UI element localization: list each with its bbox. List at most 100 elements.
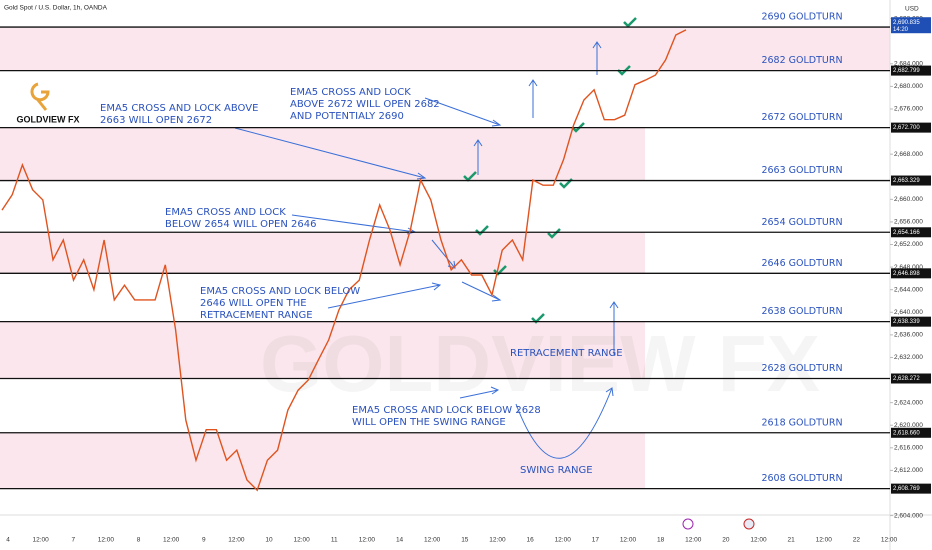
zone	[0, 321, 645, 379]
zone	[0, 232, 645, 274]
level-tag	[891, 122, 931, 133]
zone	[0, 432, 645, 489]
x-tick-label: 12:00	[750, 537, 767, 544]
annotation: RETRACEMENT RANGE	[510, 348, 623, 359]
level-label: 2618 GOLDTURN	[761, 417, 842, 428]
level-tag	[891, 427, 931, 438]
level-label: 2608 GOLDTURN	[761, 473, 842, 484]
annotation: EMA5 CROSS AND LOCK BELOW	[200, 286, 360, 297]
x-tick-label: 8	[137, 537, 141, 544]
y-tick-label: 2,616.000	[894, 445, 923, 452]
x-tick-label: 12:00	[555, 537, 572, 544]
y-tick-label: 2,612.000	[894, 467, 923, 474]
level-label: 2682 GOLDTURN	[761, 55, 842, 66]
y-tick-label: 2,624.000	[894, 399, 923, 406]
x-tick-label: 21	[787, 537, 795, 544]
y-tick-label: 2,620.000	[894, 422, 923, 429]
level-label: 2628 GOLDTURN	[761, 363, 842, 374]
zone	[0, 127, 645, 181]
level-tag-label: 2,638.339	[893, 319, 920, 325]
annotation: EMA5 CROSS AND LOCK ABOVE	[100, 103, 258, 114]
x-tick-label: 18	[657, 537, 665, 544]
y-tick-label: 2,660.000	[894, 196, 923, 203]
x-tick-label: 12:00	[228, 537, 245, 544]
level-label: 2638 GOLDTURN	[761, 306, 842, 317]
level-tag	[891, 316, 931, 327]
annotation: WILL OPEN THE SWING RANGE	[352, 417, 506, 428]
x-tick-label: 12:00	[294, 537, 311, 544]
level-tag	[891, 373, 931, 384]
x-tick-label: 17	[592, 537, 600, 544]
currency: USD	[905, 6, 919, 13]
watermark: GOLDVIEW FX	[260, 319, 820, 408]
y-tick-label: 2,636.000	[894, 332, 923, 339]
x-tick-label: 10	[265, 537, 273, 544]
annotation: 2663 WILL OPEN 2672	[100, 115, 212, 126]
level-tag-label: 2,654.166	[893, 230, 920, 236]
x-tick-label: 14	[396, 537, 404, 544]
level-label: 2663 GOLDTURN	[761, 165, 842, 176]
annotation: EMA5 CROSS AND LOCK	[165, 207, 286, 218]
annotation: EMA5 CROSS AND LOCK	[290, 87, 411, 98]
annotation: SWING RANGE	[520, 465, 593, 476]
x-tick-label: 12:00	[163, 537, 180, 544]
annotation: EMA5 CROSS AND LOCK BELOW 2628	[352, 405, 541, 416]
annotation: ABOVE 2672 WILL OPEN 2682	[290, 99, 440, 110]
level-tag-label: 2,628.272	[893, 376, 920, 382]
level-tag	[891, 227, 931, 238]
countdown: 14:20	[893, 27, 909, 33]
level-tag-label: 2,618.660	[893, 430, 920, 436]
y-tick-label: 2,648.000	[894, 264, 923, 271]
level-tag-label: 2,663.329	[893, 178, 920, 184]
x-tick-label: 12:00	[620, 537, 637, 544]
level-tag	[891, 483, 931, 494]
x-tick-label: 12:00	[359, 537, 376, 544]
annotation: BELOW 2654 WILL OPEN 2646	[165, 219, 316, 230]
x-tick-label: 12:00	[32, 537, 49, 544]
annotation: AND POTENTIALY 2690	[290, 111, 404, 122]
x-tick-label: 7	[71, 537, 75, 544]
y-tick-label: 2,668.000	[894, 151, 923, 158]
x-tick-label: 20	[722, 537, 730, 544]
level-tag	[891, 268, 931, 279]
x-tick-label: 4	[6, 537, 10, 544]
x-tick-label: 12:00	[424, 537, 441, 544]
y-tick-label: 2,652.000	[894, 241, 923, 248]
x-tick-label: 9	[202, 537, 206, 544]
y-tick-label: 2,632.000	[894, 354, 923, 361]
y-tick-label: 2,676.000	[894, 106, 923, 113]
y-tick-label: 2,640.000	[894, 309, 923, 316]
chart-title: Gold Spot / U.S. Dollar, 1h, OANDA	[4, 5, 108, 12]
arrows	[234, 41, 619, 459]
level-tag	[891, 65, 931, 76]
y-tick-label: 2,656.000	[894, 219, 923, 226]
annotation: 2646 WILL OPEN THE	[200, 298, 307, 309]
level-tag	[891, 175, 931, 186]
y-tick-label: 2,680.000	[894, 83, 923, 90]
price-tag-label: 2,690.835	[893, 20, 920, 26]
logo-text: GOLDVIEW FX	[17, 114, 80, 124]
x-tick-label: 22	[853, 537, 861, 544]
logo: GOLDVIEW FX	[17, 82, 80, 124]
y-tick-label: 2,684.000	[894, 61, 923, 68]
x-tick-label: 12:00	[489, 537, 506, 544]
y-tick-label: 2,604.000	[894, 512, 923, 519]
zone	[0, 27, 890, 71]
level-label: 2690 GOLDTURN	[761, 12, 842, 23]
x-tick-label: 12:00	[816, 537, 833, 544]
price-line	[1, 29, 687, 492]
x-tick-label: 16	[526, 537, 534, 544]
level-label: 2672 GOLDTURN	[761, 112, 842, 123]
y-tick-label: 2,644.000	[894, 286, 923, 293]
x-tick-label: 12:00	[98, 537, 115, 544]
x-tick-label: 15	[461, 537, 469, 544]
annotation: RETRACEMENT RANGE	[200, 310, 313, 321]
level-tag-label: 2,672.700	[893, 125, 920, 131]
level-tag-label: 2,646.898	[893, 271, 920, 277]
level-tag-label: 2,608.769	[893, 486, 920, 492]
price-tag	[891, 17, 931, 34]
x-tick-label: 12:00	[881, 537, 898, 544]
event-icons	[682, 518, 755, 530]
level-label: 2654 GOLDTURN	[761, 217, 842, 228]
